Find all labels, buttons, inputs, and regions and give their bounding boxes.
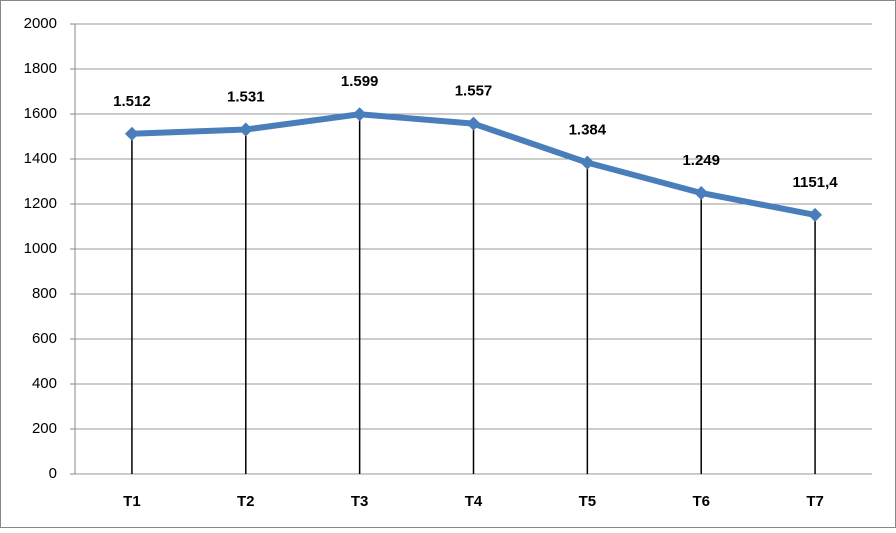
y-tick-label: 0 xyxy=(49,465,57,482)
value-label: 1.512 xyxy=(113,93,151,110)
marker xyxy=(352,107,367,122)
y-tick-label: 1400 xyxy=(24,150,57,167)
x-tick-label: T3 xyxy=(351,493,369,510)
x-tick-label: T4 xyxy=(465,493,483,510)
marker xyxy=(694,185,709,200)
y-tick-label: 600 xyxy=(32,330,57,347)
marker xyxy=(808,207,823,222)
marker xyxy=(580,155,595,170)
x-tick-label: T5 xyxy=(579,493,597,510)
y-tick-label: 800 xyxy=(32,285,57,302)
value-label: 1.249 xyxy=(682,152,720,169)
value-label: 1.384 xyxy=(569,122,607,139)
x-tick-label: T7 xyxy=(806,493,824,510)
value-label: 1.531 xyxy=(227,88,265,105)
y-tick-label: 1000 xyxy=(24,240,57,257)
value-label: 1.599 xyxy=(341,73,379,90)
x-tick-label: T6 xyxy=(692,493,710,510)
x-tick-label: T2 xyxy=(237,493,255,510)
value-label: 1151,4 xyxy=(793,174,839,191)
x-tick-label: T1 xyxy=(123,493,141,510)
marker xyxy=(466,116,481,131)
y-tick-label: 200 xyxy=(32,420,57,437)
value-label: 1.557 xyxy=(455,83,493,100)
y-tick-label: 1200 xyxy=(24,195,57,212)
y-tick-label: 400 xyxy=(32,375,57,392)
y-tick-label: 1800 xyxy=(24,60,57,77)
marker xyxy=(124,126,139,141)
marker xyxy=(238,122,253,137)
y-tick-label: 2000 xyxy=(24,15,57,32)
y-tick-label: 1600 xyxy=(24,105,57,122)
